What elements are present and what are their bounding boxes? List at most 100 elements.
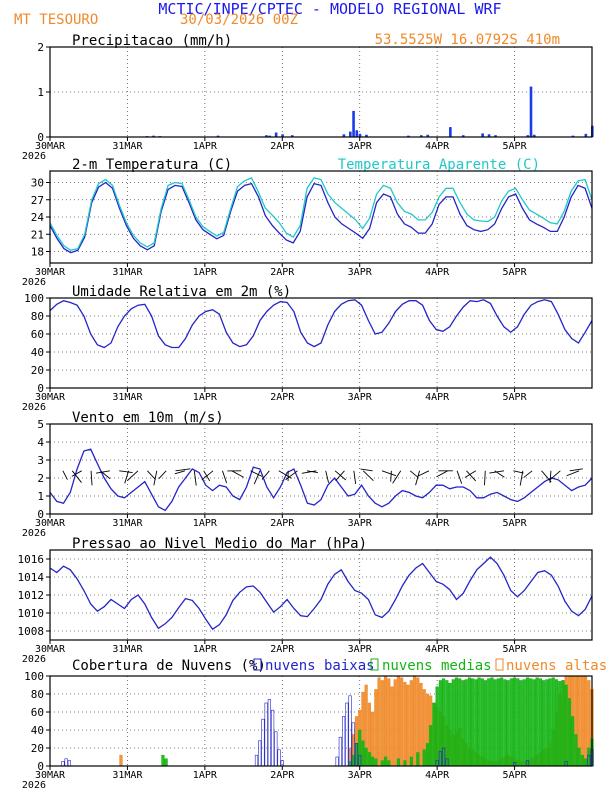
pressure-xtick-label: 1APR <box>193 644 218 655</box>
temp-ytick-label: 27 <box>31 194 44 207</box>
cloud-low-bar <box>267 699 271 767</box>
precip-bar <box>349 131 352 137</box>
temp-apparent-legend: Temperatura Aparente (C) <box>338 157 540 173</box>
cloud-high-bar <box>377 677 381 767</box>
cloud-mid-bar <box>467 677 472 767</box>
cloud-mid-bar <box>490 677 494 767</box>
cloud-mid-bar <box>454 677 459 767</box>
cloud-mid-bar <box>580 754 584 767</box>
cloud-mid-bar <box>403 760 407 767</box>
cloud-mid-bar <box>354 743 359 767</box>
cloud-mid-bar <box>367 752 371 767</box>
header-location: MT TESOURO <box>14 12 98 28</box>
precip-bar <box>426 134 430 137</box>
wind-arrow <box>147 470 156 480</box>
clouds-year-label: 2026 <box>22 780 46 791</box>
precip-bar <box>216 135 220 137</box>
wind-arrow <box>71 470 82 477</box>
wind-frame <box>49 423 593 515</box>
legend-high-label: nuvens altas <box>506 658 607 674</box>
cloud-high-bar <box>393 679 397 767</box>
cloud-mid-bar <box>522 679 526 767</box>
cloud-low-bar <box>345 702 349 767</box>
clouds-ytick-label: 100 <box>24 670 44 683</box>
precip-bar <box>449 127 452 137</box>
pressure-xtick-label: 4APR <box>425 644 450 655</box>
wind-arrow <box>193 470 197 486</box>
cloud-high-bar <box>400 677 404 767</box>
rh-frame <box>49 297 593 389</box>
wind-xtick-label: 5APR <box>503 518 528 529</box>
temp-ytick-label: 18 <box>31 246 44 259</box>
header-coords: 53.5525W 16.0792S 410m <box>375 32 560 48</box>
cloud-low-bar <box>64 758 68 767</box>
legend-low-label: nuvens baixas <box>265 658 375 674</box>
cloud-low-bar <box>271 709 275 767</box>
cloud-mid-bar <box>577 747 581 767</box>
wind-arrow <box>201 470 214 481</box>
precip-xtick-label: 30MAR <box>35 141 66 152</box>
wind-arrow <box>409 470 419 478</box>
precip-ytick-label: 1 <box>37 86 44 99</box>
wind-arrow <box>253 470 261 485</box>
cloud-low-bar <box>254 754 259 767</box>
cloud-mid-bar <box>558 681 562 767</box>
cloud-mid-bar <box>519 680 523 767</box>
temp-xtick-label: 2APR <box>270 267 295 278</box>
wind-arrow <box>285 470 298 481</box>
wind-arrow <box>541 470 552 483</box>
wind-arrow <box>549 470 552 483</box>
precip-bar <box>407 135 410 137</box>
temp-ytick-label: 21 <box>31 228 44 241</box>
wind-year-label: 2026 <box>22 528 46 539</box>
cloud-mid-bar <box>348 761 352 767</box>
precip-title: Precipitacao (mm/h) <box>72 33 232 49</box>
wind-arrow <box>415 470 420 486</box>
wind-arrow <box>250 470 263 477</box>
wind-ytick-label: 4 <box>37 436 44 449</box>
cloud-low-bar <box>67 760 71 767</box>
cloud-mid-bar <box>383 756 388 767</box>
legend-high-swatch <box>495 658 504 671</box>
precip-bar <box>274 132 278 137</box>
clouds-ytick-label: 0 <box>37 760 44 773</box>
cloud-mid-bar <box>451 679 455 767</box>
cloud-mid-bar <box>441 678 446 767</box>
rh-ytick-label: 60 <box>31 328 44 341</box>
wind-xtick-label: 3APR <box>348 518 373 529</box>
wind-arrow <box>95 470 110 474</box>
cloud-mid-bar <box>554 679 559 767</box>
precip-bar <box>342 134 346 137</box>
cloud-low-bar <box>258 740 262 767</box>
rh-xtick-label: 4APR <box>425 392 450 403</box>
clouds-xtick-label: 5APR <box>503 770 528 781</box>
wind-arrow <box>335 470 345 482</box>
wind-arrow <box>519 470 524 486</box>
rh-xtick-label: 1APR <box>193 392 218 403</box>
clouds-title: Cobertura de Nuvens (%) <box>72 658 266 674</box>
cloud-low-bar <box>338 736 342 767</box>
precip-frame <box>49 46 593 138</box>
temp-xtick-label: 4APR <box>425 267 450 278</box>
wind-arrow <box>353 470 357 484</box>
rh-xtick-label: 30MAR <box>35 392 66 403</box>
pressure-ytick-label: 1012 <box>18 589 45 602</box>
cloud-mid-bar <box>483 680 488 767</box>
wind-arrow <box>464 470 477 478</box>
cloud-high-bar <box>412 675 417 767</box>
rh-title: Umidade Relativa em 2m (%) <box>72 284 291 300</box>
cloud-mid-bar <box>564 684 568 767</box>
wind-arrow <box>325 470 330 483</box>
pressure-xtick-label: 2APR <box>270 644 295 655</box>
cloud-mid-bar <box>474 679 478 767</box>
temp-xtick-label: 30MAR <box>35 267 66 278</box>
rh-xtick-label: 5APR <box>503 392 528 403</box>
cloud-mid-bar <box>487 678 491 767</box>
precip-bar <box>584 133 588 137</box>
rh-ytick-label: 40 <box>31 346 44 359</box>
cloud-low-bar <box>277 749 281 767</box>
temp-xtick-label: 1APR <box>193 267 218 278</box>
wind-arrow <box>456 470 463 484</box>
wind-arrow <box>231 470 244 478</box>
cloud-high-bar <box>396 675 401 767</box>
